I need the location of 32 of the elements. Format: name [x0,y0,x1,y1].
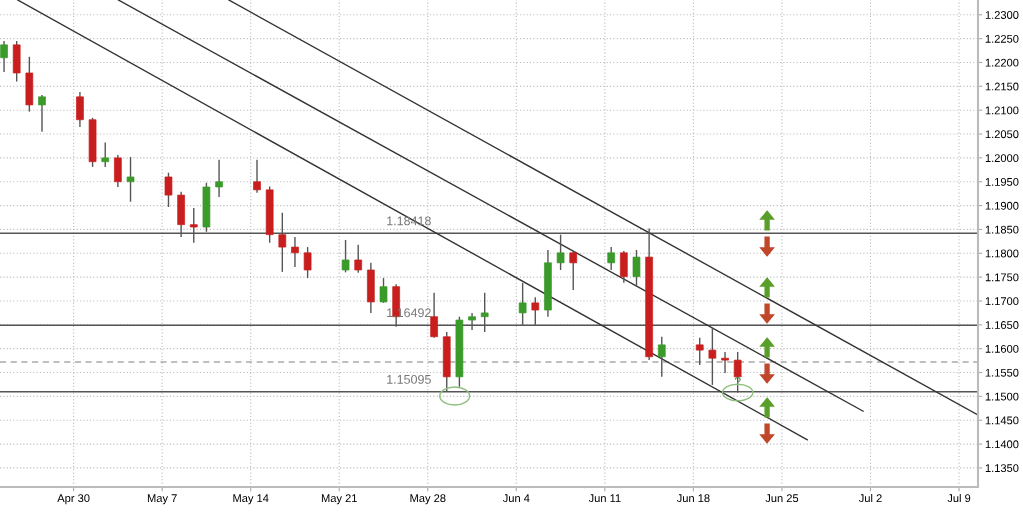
y-tick-label: 1.2200 [985,58,1019,67]
ref-line-label: 1.15095 [387,374,431,384]
y-tick-label: 1.2000 [985,154,1019,163]
x-tick-label: May 7 [147,494,177,505]
y-tick-label: 1.2250 [985,34,1019,43]
y-tick-label: 1.1800 [985,249,1019,258]
x-tick-label: May 28 [410,494,446,505]
x-tick-label: May 14 [233,494,269,505]
x-tick-label: Jun 11 [588,494,621,503]
y-tick-label: 1.1650 [985,321,1019,329]
y-tick-label: 1.2050 [985,130,1019,139]
y-tick-label: 1.2100 [985,106,1019,115]
y-tick-label: 1.1700 [985,297,1019,306]
x-tick-label: Jul 2 [858,493,882,503]
x-tick-label: Apr 30 [57,494,90,505]
x-tick-label: Jun 4 [502,494,530,503]
y-tick-label: 1.1500 [985,392,1019,401]
x-tick-label: May 21 [321,494,357,505]
y-tick-label: 1.1350 [985,464,1019,473]
y-tick-label: 1.1450 [985,416,1019,425]
y-tick-label: 1.1950 [985,178,1019,186]
y-tick-label: 1.2150 [985,82,1019,91]
x-tick-label: Jul 9 [947,493,971,503]
y-tick-label: 1.1600 [985,344,1019,353]
x-tick-label: Jun 25 [765,494,799,503]
y-tick-label: 1.1550 [985,368,1019,377]
y-tick-label: 1.1850 [985,225,1019,234]
x-tick-label: Jun 18 [676,494,710,503]
y-tick-label: 1.2300 [985,11,1019,19]
y-tick-label: 1.1900 [985,201,1019,210]
y-tick-label: 1.1400 [985,440,1019,449]
y-tick-label: 1.1750 [985,273,1019,282]
